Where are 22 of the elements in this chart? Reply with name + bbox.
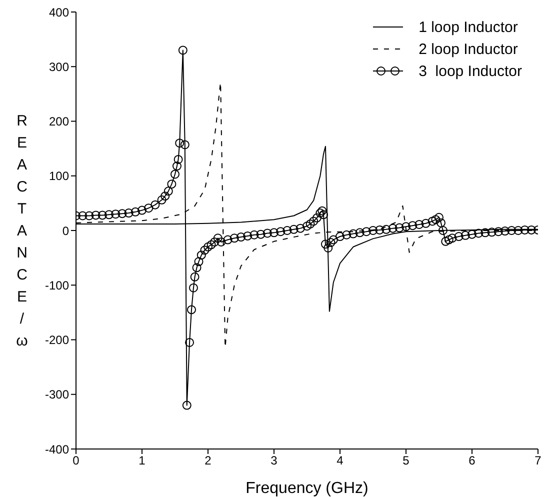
x-tick-label: 1: [138, 454, 146, 468]
legend-label: 2 loop Inductor: [418, 40, 518, 58]
y-tick-label: 300: [48, 60, 70, 74]
x-tick-label: 2: [204, 454, 212, 468]
text: REACTANCE/ω: [16, 112, 28, 350]
x-tick-label: 0: [72, 454, 80, 468]
x-tick-label: 5: [402, 454, 410, 468]
x-tick-label: 6: [468, 454, 476, 468]
y-tick-label: 100: [48, 169, 70, 184]
y-tick-label: -200: [44, 333, 70, 348]
y-tick-label: -100: [44, 278, 70, 292]
y-tick-label: -300: [44, 388, 70, 402]
x-tick-label: 3: [270, 454, 278, 468]
y-tick-label: 200: [48, 114, 70, 129]
x-tick-label: 7: [534, 454, 542, 468]
y-tick-label: 400: [48, 5, 70, 20]
y-tick-label: -400: [44, 442, 70, 456]
legend-label: 1 loop Inductor: [418, 18, 518, 36]
legend-label: 3 loop Inductor: [418, 62, 522, 80]
y-tick-label: 0: [62, 224, 70, 238]
x-tick-label: 4: [336, 454, 344, 468]
x-axis-title: Frequency (GHz): [246, 480, 368, 497]
